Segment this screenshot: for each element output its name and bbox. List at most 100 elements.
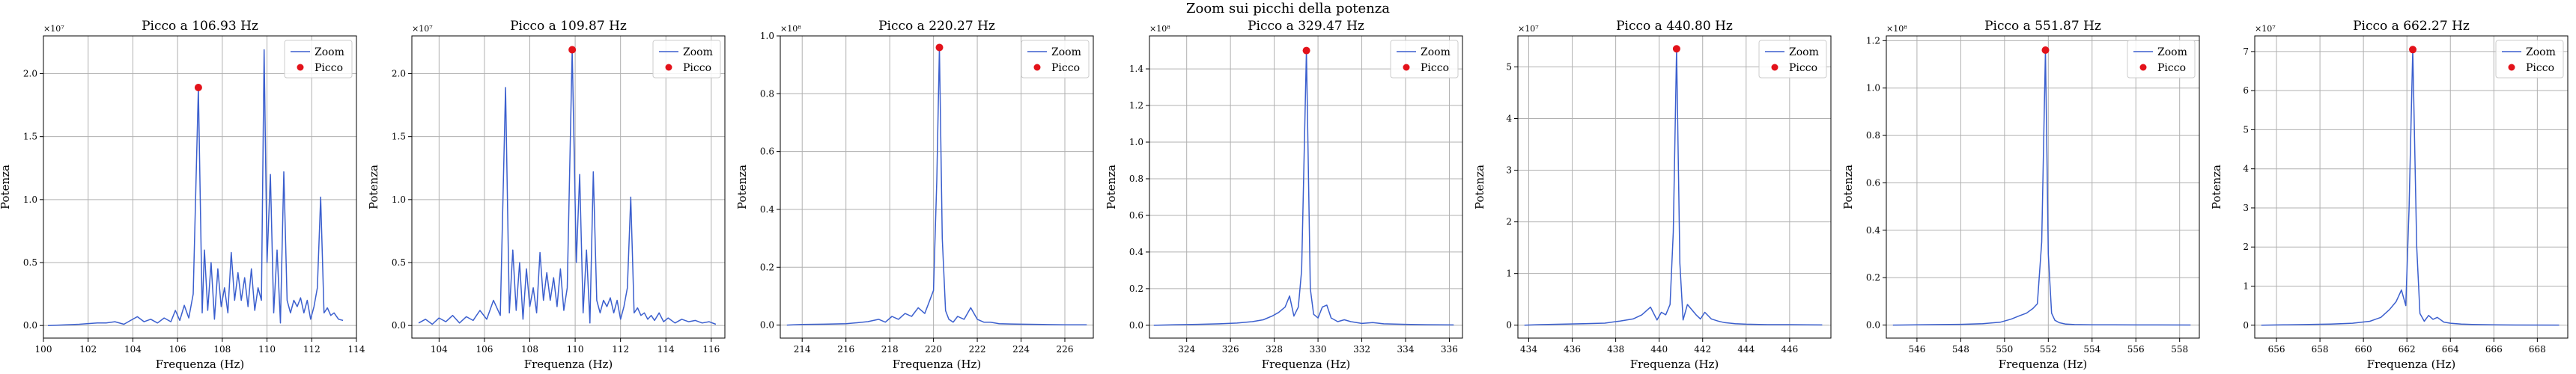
chart-4-frame bbox=[1517, 35, 1832, 339]
chart-3-xtick-label-2: 328 bbox=[1266, 344, 1283, 355]
chart-4-ytick-label-3: 3 bbox=[1506, 165, 1512, 176]
chart-3-xtick-label-1: 326 bbox=[1222, 344, 1239, 355]
chart-4-xtick-label-1: 436 bbox=[1564, 344, 1581, 355]
chart-1-scale-label: ×10⁷ bbox=[412, 24, 433, 34]
chart-3-ytick-label-3: 0.6 bbox=[1129, 210, 1143, 221]
chart-1-xtick-label-3: 110 bbox=[567, 344, 584, 355]
chart-5-peak-marker bbox=[2041, 46, 2050, 55]
chart-3-legend-picco-label: Picco bbox=[1421, 62, 1449, 74]
chart-6-ytick-label-7: 7 bbox=[2243, 46, 2249, 57]
chart-6-ytick-label-2: 2 bbox=[2243, 242, 2249, 252]
chart-2-ytick-label-0: 0.0 bbox=[760, 320, 774, 331]
chart-5-xlabel: Frequenza (Hz) bbox=[1999, 358, 2088, 371]
chart-0-xtick-label-3: 106 bbox=[169, 344, 186, 355]
chart-6-frame bbox=[2254, 35, 2569, 339]
chart-4-xlabel: Frequenza (Hz) bbox=[1630, 358, 1719, 371]
chart-6-ytick-label-1: 1 bbox=[2243, 280, 2249, 291]
chart-4-xtick-label-3: 440 bbox=[1650, 344, 1668, 355]
chart-5-xtick-label-6: 558 bbox=[2171, 344, 2188, 355]
chart-0-xtick-label-2: 104 bbox=[124, 344, 142, 355]
chart-3-ytick-label-1: 0.2 bbox=[1129, 283, 1143, 294]
chart-4-ytick-label-0: 0 bbox=[1506, 320, 1512, 331]
chart-4-xtick-label-6: 446 bbox=[1781, 344, 1798, 355]
chart-3-xlabel: Frequenza (Hz) bbox=[1262, 358, 1351, 371]
chart-3-xtick-label-0: 324 bbox=[1178, 344, 1195, 355]
chart-0-scale-label: ×10⁷ bbox=[43, 24, 64, 34]
chart-2-xtick-label-6: 226 bbox=[1057, 344, 1074, 355]
chart-0-xtick-label-7: 114 bbox=[348, 344, 365, 355]
chart-3-xtick-label-3: 330 bbox=[1310, 344, 1327, 355]
chart-4-ytick-label-5: 5 bbox=[1506, 61, 1512, 72]
subplot-grid: 100 102 104 106 108 110 112 1140.00.51.01.52.0×… bbox=[0, 19, 2569, 371]
chart-5-ytick-label-0: 0.0 bbox=[1866, 320, 1880, 331]
chart-5-legend-picco-swatch bbox=[2139, 64, 2147, 71]
chart-0-series-zoom bbox=[47, 49, 344, 326]
chart-1-ytick-label-3: 1.5 bbox=[392, 132, 406, 142]
chart-5: 546 548 550 552 554 556 558 0.0 0.2 0.4 0.6 0.8 1.0 1… bbox=[1841, 19, 2200, 371]
chart-6-xlabel: Frequenza (Hz) bbox=[2367, 358, 2456, 371]
chart-0-xtick-label-6: 112 bbox=[303, 344, 321, 355]
chart-6-ytick-label-0: 0 bbox=[2243, 320, 2249, 331]
chart-2-xlabel: Frequenza (Hz) bbox=[893, 358, 982, 371]
chart-5-xtick-label-2: 550 bbox=[1996, 344, 2013, 355]
chart-1-xtick-label-2: 108 bbox=[521, 344, 538, 355]
chart-6-xtick-label-5: 666 bbox=[2485, 344, 2503, 355]
chart-2-ytick-label-4: 0.8 bbox=[760, 88, 774, 99]
chart-4: 434 436 438 440 442 444 446 0 1 2 3 4 5 ×10⁷ Picco a 4… bbox=[1473, 19, 1832, 371]
chart-3-ytick-label-7: 1.4 bbox=[1129, 64, 1143, 74]
chart-5-xtick-label-5: 556 bbox=[2127, 344, 2145, 355]
chart-3-ytick-label-4: 0.8 bbox=[1129, 174, 1143, 184]
chart-3-xtick-label-4: 332 bbox=[1353, 344, 1370, 355]
chart-4-legend-picco-swatch bbox=[1771, 64, 1778, 71]
chart-3-legend-zoom-label: Zoom bbox=[1421, 46, 1450, 58]
chart-2-legend-picco-swatch bbox=[1033, 64, 1041, 71]
chart-0-ytick-label-3: 1.5 bbox=[23, 132, 37, 142]
chart-2-xtick-label-4: 222 bbox=[969, 344, 986, 355]
chart-1-legend: Zoom Picco bbox=[652, 40, 721, 79]
chart-5-ytick-label-4: 0.8 bbox=[1866, 130, 1880, 141]
chart-4-ylabel: Potenza bbox=[1473, 165, 1486, 209]
chart-4-xtick-label-4: 442 bbox=[1694, 344, 1711, 355]
chart-2-ytick-label-1: 0.2 bbox=[760, 262, 774, 272]
chart-6-peak-marker bbox=[2409, 46, 2417, 54]
chart-2-xtick-label-0: 214 bbox=[794, 344, 811, 355]
chart-2: 214 216 218 220 222 224 226 0.0 0.2 0.4 0.6 0.8 1.0 ×… bbox=[735, 19, 1094, 371]
figure-suptitle: Zoom sui picchi della potenza bbox=[1186, 1, 1390, 16]
chart-5-series-zoom bbox=[1892, 49, 2191, 326]
chart-6-xtick-label-6: 668 bbox=[2529, 344, 2546, 355]
chart-1-legend-picco-swatch bbox=[665, 64, 672, 71]
chart-1-ytick-label-0: 0.0 bbox=[392, 320, 406, 331]
chart-0-ytick-label-2: 1.0 bbox=[23, 194, 37, 205]
chart-3-xtick-label-5: 334 bbox=[1397, 344, 1415, 355]
chart-6-scale-label: ×10⁷ bbox=[2255, 24, 2276, 34]
chart-4-peak-marker bbox=[1672, 45, 1680, 53]
chart-3-xtick-label-6: 336 bbox=[1441, 344, 1458, 355]
chart-5-ylabel: Potenza bbox=[1841, 165, 1855, 209]
chart-6-ytick-label-5: 5 bbox=[2243, 124, 2249, 135]
chart-0-xtick-label-1: 102 bbox=[79, 344, 97, 355]
chart-5-legend-zoom-label: Zoom bbox=[2157, 46, 2187, 58]
chart-3-ylabel: Potenza bbox=[1105, 165, 1118, 209]
chart-1-xlabel: Frequenza (Hz) bbox=[524, 358, 613, 371]
chart-2-ytick-label-2: 0.4 bbox=[760, 204, 774, 215]
chart-6-legend-picco-label: Picco bbox=[2526, 62, 2554, 74]
chart-2-peak-marker bbox=[935, 43, 944, 52]
chart-4-scale-label: ×10⁷ bbox=[1518, 24, 1539, 34]
chart-1-xtick-label-0: 104 bbox=[431, 344, 448, 355]
chart-2-ylabel: Potenza bbox=[735, 165, 749, 209]
chart-5-legend-picco-label: Picco bbox=[2157, 62, 2186, 74]
chart-4-legend: Zoom Picco bbox=[1758, 40, 1827, 79]
chart-1-series-zoom bbox=[418, 49, 717, 325]
chart-1-xtick-label-1: 106 bbox=[476, 344, 493, 355]
chart-2-legend-zoom-label: Zoom bbox=[1051, 46, 1081, 58]
chart-5-xtick-label-4: 554 bbox=[2083, 344, 2100, 355]
chart-2-scale-label: ×10⁸ bbox=[780, 24, 801, 34]
chart-5-ytick-label-3: 0.6 bbox=[1866, 177, 1880, 188]
chart-6-series-zoom bbox=[2261, 49, 2560, 326]
chart-0-frame bbox=[43, 35, 357, 339]
chart-2-legend: Zoom Picco bbox=[1021, 40, 1090, 79]
chart-5-ytick-label-6: 1.2 bbox=[1866, 35, 1880, 46]
chart-0-legend: Zoom Picco bbox=[284, 40, 353, 79]
chart-5-frame bbox=[1886, 35, 2200, 339]
chart-3-title: Picco a 329.47 Hz bbox=[1248, 19, 1364, 34]
